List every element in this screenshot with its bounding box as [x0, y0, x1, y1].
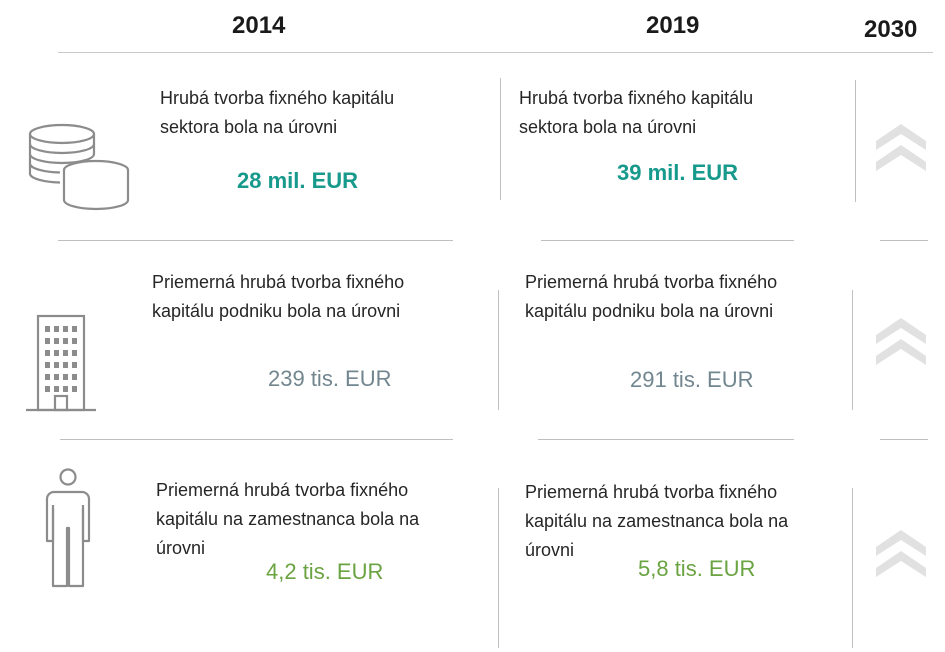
row3-2019-value: 5,8 tis. EUR	[638, 556, 756, 581]
row1-2019-value: 39 mil. EUR	[617, 160, 739, 185]
double-chevron-up-icon	[876, 124, 926, 177]
row3-2014-description: Priemerná hrubá tvorba fixného kapitálu …	[156, 476, 419, 563]
col-divider-2030-row2	[852, 290, 853, 410]
row2-2014-description: Priemerná hrubá tvorba fixného kapitálu …	[152, 268, 404, 326]
year-2014-header: 2014	[232, 12, 286, 39]
row2-2019-description: Priemerná hrubá tvorba fixného kapitálu …	[525, 268, 777, 326]
row-divider-2014-1	[58, 240, 453, 241]
row3-2014-desc-line: Priemerná hrubá tvorba fixného	[156, 480, 409, 500]
row3-2014-desc-line: úrovni	[156, 538, 206, 558]
person-icon	[40, 468, 96, 590]
row2-2019-desc-line: kapitálu podniku bola na úrovni	[525, 301, 774, 321]
row1-2014-description: Hrubá tvorba fixného kapitálu sektora bo…	[160, 84, 394, 142]
col-divider-2030-row1	[855, 80, 856, 202]
building-icon	[24, 312, 98, 414]
row1-2014-value: 28 mil. EUR	[237, 168, 359, 193]
double-chevron-up-icon	[876, 530, 926, 583]
row3-2014-value: 4,2 tis. EUR	[266, 559, 384, 584]
row2-2019-desc-line: Priemerná hrubá tvorba fixného	[525, 272, 778, 292]
row-divider-2030-1	[880, 240, 928, 241]
row2-2014-desc-line: kapitálu podniku bola na úrovni	[152, 301, 401, 321]
col-divider-2030-row3	[852, 488, 853, 648]
col-divider-2019-row1	[500, 78, 501, 200]
row-divider-2019-1	[541, 240, 794, 241]
row1-2014-desc-line: sektora bola na úrovni	[160, 117, 338, 137]
row-divider-2019-2	[538, 439, 794, 440]
row1-2019-description: Hrubá tvorba fixného kapitálu sektora bo…	[519, 84, 753, 142]
row-divider-2030-2	[880, 439, 928, 440]
row3-2014-desc-line: kapitálu na zamestnanca bola na	[156, 509, 420, 529]
row3-2019-desc-line: kapitálu na zamestnanca bola na	[525, 511, 789, 531]
row1-2014-desc-line: Hrubá tvorba fixného kapitálu	[160, 88, 395, 108]
row2-2014-desc-line: Priemerná hrubá tvorba fixného	[152, 272, 405, 292]
col-divider-2019-row3	[498, 488, 499, 648]
header-divider	[58, 52, 933, 53]
row-divider-2014-2	[60, 439, 453, 440]
coins-icon	[24, 118, 136, 213]
row1-2019-desc-line: sektora bola na úrovni	[519, 117, 697, 137]
row3-2019-desc-line: Priemerná hrubá tvorba fixného	[525, 482, 778, 502]
year-2019-header: 2019	[646, 12, 700, 39]
double-chevron-up-icon	[876, 318, 926, 371]
row3-2019-desc-line: úrovni	[525, 540, 575, 560]
row2-2019-value: 291 tis. EUR	[630, 367, 754, 392]
row3-2019-description: Priemerná hrubá tvorba fixného kapitálu …	[525, 478, 788, 565]
col-divider-2019-row2	[498, 290, 499, 410]
row1-2019-desc-line: Hrubá tvorba fixného kapitálu	[519, 88, 754, 108]
year-2030-header: 2030	[864, 16, 918, 43]
row2-2014-value: 239 tis. EUR	[268, 366, 392, 391]
